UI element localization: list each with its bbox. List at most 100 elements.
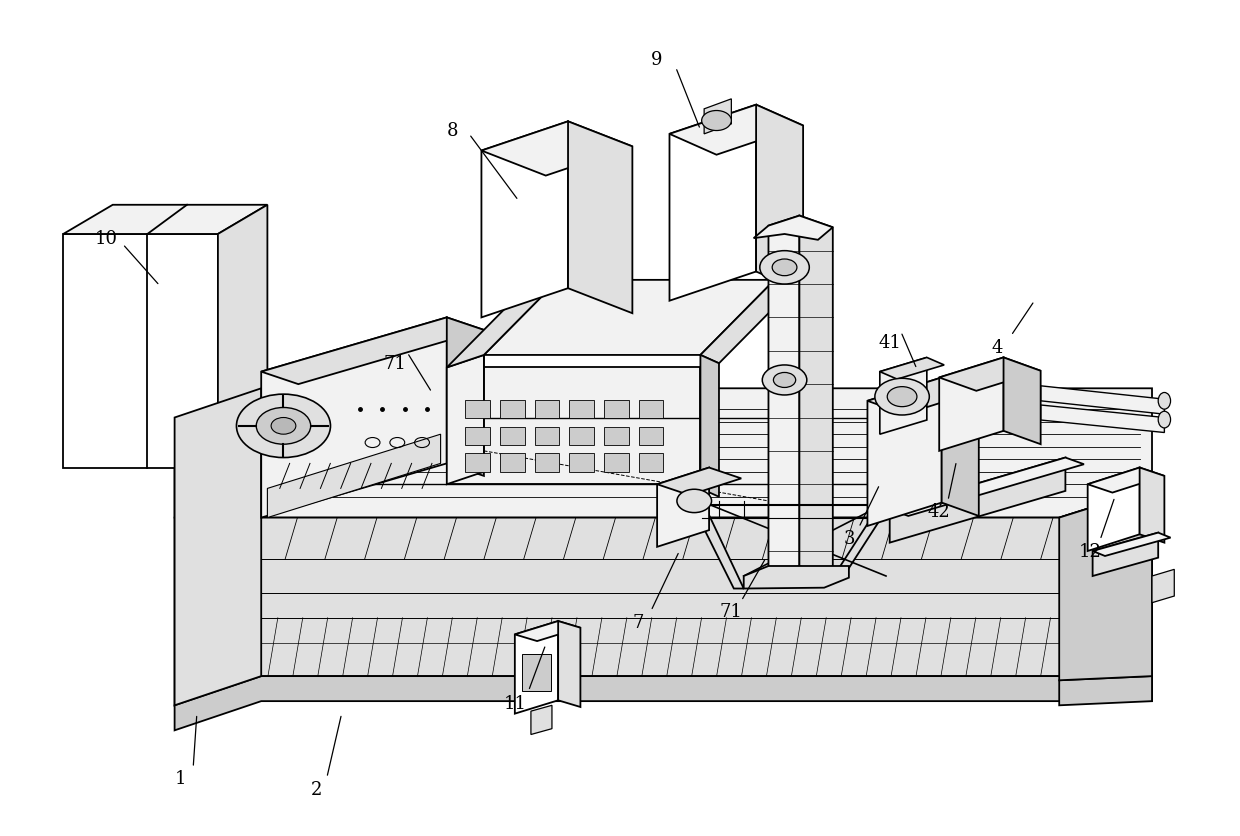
- Polygon shape: [446, 318, 484, 477]
- Bar: [604, 427, 629, 446]
- Polygon shape: [484, 281, 775, 355]
- Bar: [534, 454, 559, 472]
- Bar: [639, 427, 663, 446]
- Text: 71: 71: [720, 602, 743, 620]
- Text: 10: 10: [95, 230, 118, 247]
- Polygon shape: [446, 281, 558, 368]
- Polygon shape: [558, 621, 580, 707]
- Polygon shape: [268, 435, 440, 518]
- Polygon shape: [1140, 468, 1164, 543]
- Polygon shape: [880, 358, 944, 380]
- Text: 12: 12: [1079, 543, 1101, 560]
- Polygon shape: [890, 458, 1084, 517]
- Polygon shape: [1040, 386, 1164, 415]
- Bar: [534, 400, 559, 419]
- Text: 11: 11: [503, 694, 526, 712]
- Text: 41: 41: [878, 334, 901, 352]
- Polygon shape: [1152, 569, 1174, 603]
- Polygon shape: [657, 468, 709, 547]
- Bar: [639, 454, 663, 472]
- Bar: [500, 400, 525, 419]
- Polygon shape: [1087, 468, 1164, 493]
- Circle shape: [774, 373, 796, 388]
- Bar: [500, 454, 525, 472]
- Polygon shape: [775, 508, 806, 576]
- Polygon shape: [175, 489, 1152, 706]
- Bar: [465, 454, 490, 472]
- Polygon shape: [939, 358, 1003, 451]
- Polygon shape: [670, 105, 804, 155]
- Polygon shape: [756, 105, 804, 293]
- Bar: [500, 427, 525, 446]
- Text: 2: 2: [311, 780, 322, 798]
- Bar: [522, 654, 551, 691]
- Circle shape: [875, 379, 929, 415]
- Polygon shape: [175, 389, 262, 706]
- Bar: [465, 427, 490, 446]
- Polygon shape: [701, 355, 719, 497]
- Polygon shape: [800, 217, 833, 578]
- Circle shape: [773, 260, 797, 277]
- Circle shape: [237, 395, 331, 458]
- Bar: [639, 400, 663, 419]
- Bar: [569, 454, 594, 472]
- Text: 7: 7: [632, 613, 645, 631]
- Polygon shape: [939, 358, 1040, 391]
- Bar: [569, 400, 594, 419]
- Circle shape: [677, 490, 712, 513]
- Circle shape: [873, 490, 906, 513]
- Polygon shape: [515, 621, 580, 641]
- Circle shape: [888, 387, 916, 407]
- Polygon shape: [868, 378, 941, 527]
- Polygon shape: [701, 281, 794, 364]
- Polygon shape: [63, 235, 218, 468]
- Text: 71: 71: [383, 354, 407, 373]
- Polygon shape: [262, 318, 484, 385]
- Polygon shape: [833, 502, 893, 578]
- Circle shape: [257, 408, 311, 445]
- Polygon shape: [1040, 405, 1164, 433]
- Polygon shape: [769, 217, 800, 576]
- Polygon shape: [890, 458, 1065, 543]
- Polygon shape: [262, 318, 446, 518]
- Polygon shape: [446, 368, 701, 485]
- Polygon shape: [704, 99, 732, 135]
- Polygon shape: [670, 105, 756, 301]
- Text: 8: 8: [448, 121, 459, 140]
- Ellipse shape: [1158, 393, 1171, 410]
- Bar: [604, 400, 629, 419]
- Polygon shape: [880, 358, 926, 435]
- Bar: [569, 427, 594, 446]
- Polygon shape: [1059, 676, 1152, 706]
- Polygon shape: [688, 497, 744, 589]
- Text: 1: 1: [175, 769, 186, 787]
- Text: 9: 9: [651, 51, 663, 69]
- Polygon shape: [775, 508, 821, 524]
- Polygon shape: [446, 355, 484, 485]
- Bar: [465, 400, 490, 419]
- Polygon shape: [1092, 533, 1158, 576]
- Ellipse shape: [1158, 412, 1171, 428]
- Text: 42: 42: [928, 502, 951, 520]
- Polygon shape: [175, 389, 1152, 518]
- Polygon shape: [481, 122, 568, 318]
- Text: 4: 4: [992, 339, 1003, 356]
- Polygon shape: [63, 206, 268, 235]
- Polygon shape: [568, 122, 632, 314]
- Polygon shape: [218, 206, 268, 468]
- Text: 3: 3: [843, 530, 854, 548]
- Polygon shape: [657, 468, 742, 496]
- Circle shape: [760, 252, 810, 285]
- Polygon shape: [481, 122, 632, 176]
- Circle shape: [763, 365, 807, 395]
- Polygon shape: [868, 378, 978, 415]
- Polygon shape: [1059, 489, 1152, 681]
- Polygon shape: [754, 217, 833, 241]
- Circle shape: [702, 111, 732, 131]
- Bar: [604, 454, 629, 472]
- Bar: [534, 427, 559, 446]
- Circle shape: [272, 418, 296, 435]
- Polygon shape: [531, 706, 552, 735]
- Polygon shape: [941, 378, 978, 517]
- Polygon shape: [515, 621, 558, 714]
